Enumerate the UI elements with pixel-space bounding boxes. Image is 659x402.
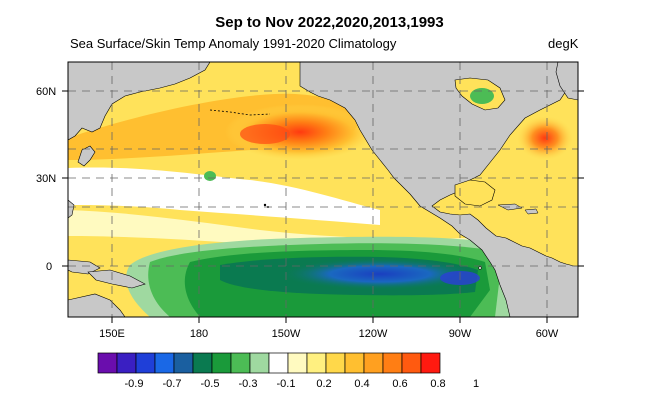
land-indonesia [68,259,101,275]
gulf-of-mexico [454,179,496,207]
map-panel [68,62,578,317]
colorbar-swatch [363,352,384,374]
land-greenland [555,62,578,101]
map-frame [67,61,579,318]
land-southeast-asia [68,199,75,219]
land-new-guinea [87,269,146,289]
lon-label-60w: 60W [536,328,559,340]
land-hawaii [263,203,267,207]
lon-label-180: 180 [190,328,208,340]
neutral-band-midlat [68,167,380,225]
colorbar-tick-label: -0.9 [125,378,144,390]
land-japan [77,145,96,167]
colorbar-swatch [401,352,422,374]
colorbar-tick-label: -0.1 [277,378,296,390]
colorbar-swatch [306,352,327,374]
cold-anomaly-equatorial [280,258,480,290]
lon-label-150w: 150W [272,328,301,340]
colorbar-tick-label: 0.2 [316,378,331,390]
colorbar-swatch [154,352,175,374]
colorbar-swatch [287,352,308,374]
land-hispaniola [524,208,539,215]
units-label: degK [548,36,579,51]
colorbar-tick-label: -0.3 [239,378,258,390]
cool-spot-north [204,171,216,181]
land-north-america [299,62,578,317]
lon-label-150e: 150E [99,328,125,340]
colorbar-swatch [325,352,346,374]
colorbar-tick-label: 0.8 [430,378,445,390]
gridlines [68,62,578,317]
lat-label-0: 0 [46,261,52,273]
hudson-bay-cool-patch [470,88,494,104]
colorbar-labels: -0.9 -0.7 -0.5 -0.3 -0.1 0.2 0.4 0.6 0.8 1 [125,378,480,390]
colorbar-swatch [116,352,137,374]
latitude-axis [62,90,584,267]
land-australia [68,293,126,317]
colorbar-swatch [97,352,118,374]
lat-label-30n: 30N [36,173,56,185]
colorbar-swatch [420,352,441,374]
lon-label-90w: 90W [449,328,472,340]
longitude-axis [111,317,548,323]
warm-anomaly-atlantic [517,116,573,160]
colorbar [97,352,441,374]
colorbar-swatch [211,352,232,374]
colorbar-swatch [192,352,213,374]
plot-subtitle: Sea Surface/Skin Temp Anomaly 1991-2020 … [70,36,397,51]
warm-anomaly-north-pacific [225,104,375,160]
colorbar-swatch [344,352,365,374]
colorbar-swatch [249,352,270,374]
plot-title: Sep to Nov 2022,2020,2013,1993 [215,14,444,31]
land-galapagos [478,266,482,270]
lat-label-60n: 60N [36,86,56,98]
colorbar-swatch [268,352,289,374]
colorbar-swatch [230,352,251,374]
colorbar-swatch [382,352,403,374]
colorbar-tick-label: -0.5 [201,378,220,390]
colorbar-tick-label: -0.7 [163,378,182,390]
lon-label-120w: 120W [359,328,388,340]
warm-anomaly-north-pacific-core [240,124,290,144]
colorbar-swatch [173,352,194,374]
colorbar-tick-label: 0.6 [392,378,407,390]
colorbar-tick-label: 1 [473,378,479,390]
colorbar-tick-label: 0.4 [354,378,369,390]
colorbar-swatch [135,352,156,374]
land-asia [68,62,211,141]
